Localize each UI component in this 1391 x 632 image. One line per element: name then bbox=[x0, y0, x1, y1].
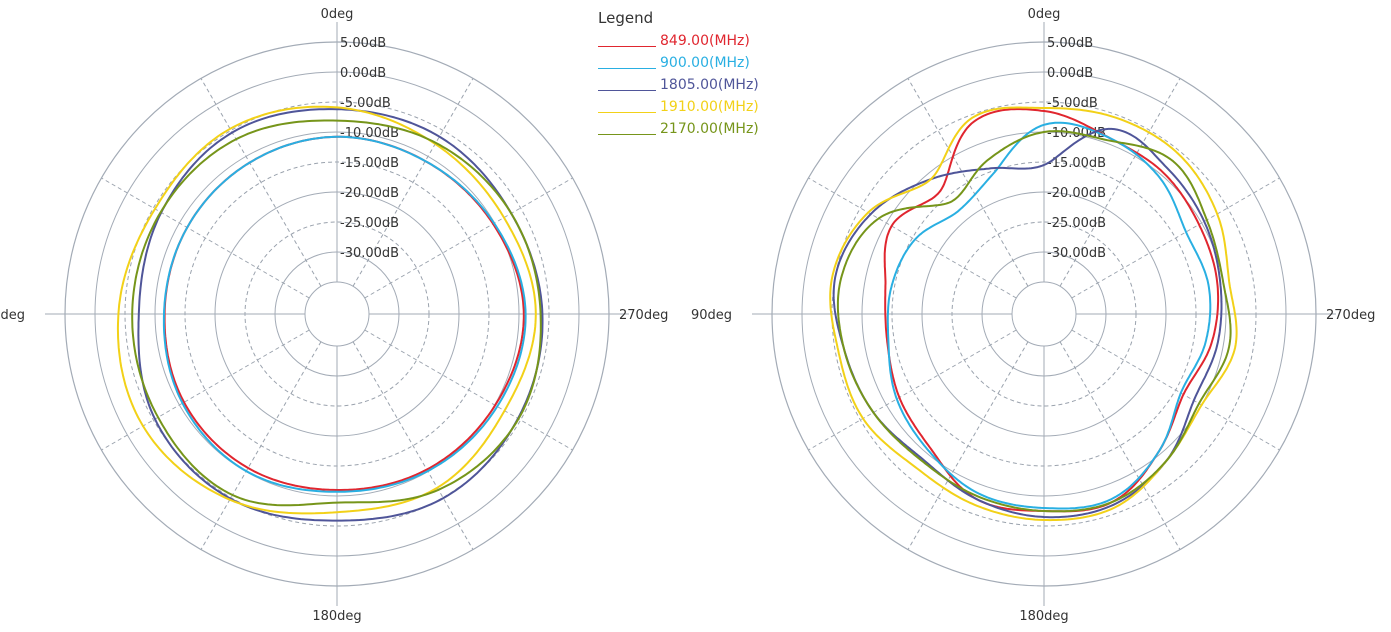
series-line bbox=[829, 106, 1238, 522]
angle-label: 180deg bbox=[312, 609, 361, 624]
grid-spoke bbox=[364, 329, 573, 451]
series-line bbox=[116, 105, 537, 515]
grid-spoke bbox=[1059, 341, 1181, 550]
r-tick-label: 0.00dB bbox=[1047, 66, 1093, 81]
r-tick-label: -25.00dB bbox=[340, 216, 399, 231]
r-tick-label: -20.00dB bbox=[1047, 186, 1106, 201]
r-tick-label: -5.00dB bbox=[340, 96, 391, 111]
grid-spoke bbox=[101, 329, 310, 451]
legend-swatch bbox=[598, 112, 656, 113]
r-tick-label: 5.00dB bbox=[1047, 36, 1093, 51]
angle-label: 0deg bbox=[1028, 7, 1061, 22]
grid-circle bbox=[304, 281, 370, 347]
r-tick-label: -15.00dB bbox=[1047, 156, 1106, 171]
polar-chart: 0deg 90deg 180deg 270deg 5.00dB 0.00dB -5.00dB… bbox=[0, 7, 668, 624]
angle-label: 0deg bbox=[321, 7, 354, 22]
legend-swatch bbox=[598, 90, 656, 91]
grid-spoke bbox=[907, 341, 1029, 550]
r-tick-label: -30.00dB bbox=[1047, 246, 1106, 261]
legend-label: 1805.00(MHz) bbox=[660, 77, 759, 93]
series-line bbox=[162, 135, 527, 493]
legend-item: 849.00(MHz) bbox=[598, 28, 759, 50]
grid-spoke bbox=[1071, 329, 1280, 451]
legend: Legend 849.00(MHz) 900.00(MHz) 1805.00(M… bbox=[598, 8, 759, 138]
grid-spoke bbox=[364, 177, 573, 299]
series-line bbox=[832, 127, 1223, 519]
grid-spoke bbox=[352, 78, 474, 287]
legend-label: 1910.00(MHz) bbox=[660, 99, 759, 115]
legend-label: 2170.00(MHz) bbox=[660, 121, 759, 137]
grid-spoke bbox=[808, 329, 1017, 451]
legend-swatch bbox=[598, 68, 656, 69]
grid-circle bbox=[1011, 281, 1077, 347]
legend-item: 2170.00(MHz) bbox=[598, 116, 759, 138]
r-tick-label: -10.00dB bbox=[340, 126, 399, 141]
legend-title: Legend bbox=[598, 9, 654, 27]
polar-chart: 0deg 90deg 180deg 270deg 5.00dB 0.00dB -5.00dB… bbox=[691, 7, 1375, 624]
r-tick-label: 5.00dB bbox=[340, 36, 386, 51]
grid-spoke bbox=[808, 177, 1017, 299]
r-tick-label: -30.00dB bbox=[340, 246, 399, 261]
grid-spoke bbox=[352, 341, 474, 550]
r-tick-label: -20.00dB bbox=[340, 186, 399, 201]
r-tick-label: -25.00dB bbox=[1047, 216, 1106, 231]
grid-spoke bbox=[101, 177, 310, 299]
legend-label: 849.00(MHz) bbox=[660, 33, 750, 49]
r-tick-label: -5.00dB bbox=[1047, 96, 1098, 111]
series-line bbox=[836, 130, 1232, 513]
series-line bbox=[131, 119, 542, 507]
legend-item: 1805.00(MHz) bbox=[598, 72, 759, 94]
grid-spoke bbox=[1071, 177, 1280, 299]
legend-swatch bbox=[598, 134, 656, 135]
series-line bbox=[886, 121, 1212, 510]
angle-label: 270deg bbox=[1326, 308, 1375, 323]
angle-label: 90deg bbox=[691, 308, 732, 323]
grid-spoke bbox=[200, 341, 322, 550]
grid-spoke bbox=[1059, 78, 1181, 287]
legend-swatch bbox=[598, 46, 656, 47]
legend-label: 900.00(MHz) bbox=[660, 55, 750, 71]
grid-spoke bbox=[200, 78, 322, 287]
r-tick-label: 0.00dB bbox=[340, 66, 386, 81]
angle-label: 180deg bbox=[1019, 609, 1068, 624]
legend-item: 1910.00(MHz) bbox=[598, 94, 759, 116]
angle-label: 270deg bbox=[619, 308, 668, 323]
angle-label: 90deg bbox=[0, 308, 25, 323]
legend-item: 900.00(MHz) bbox=[598, 50, 759, 72]
r-tick-label: -15.00dB bbox=[340, 156, 399, 171]
